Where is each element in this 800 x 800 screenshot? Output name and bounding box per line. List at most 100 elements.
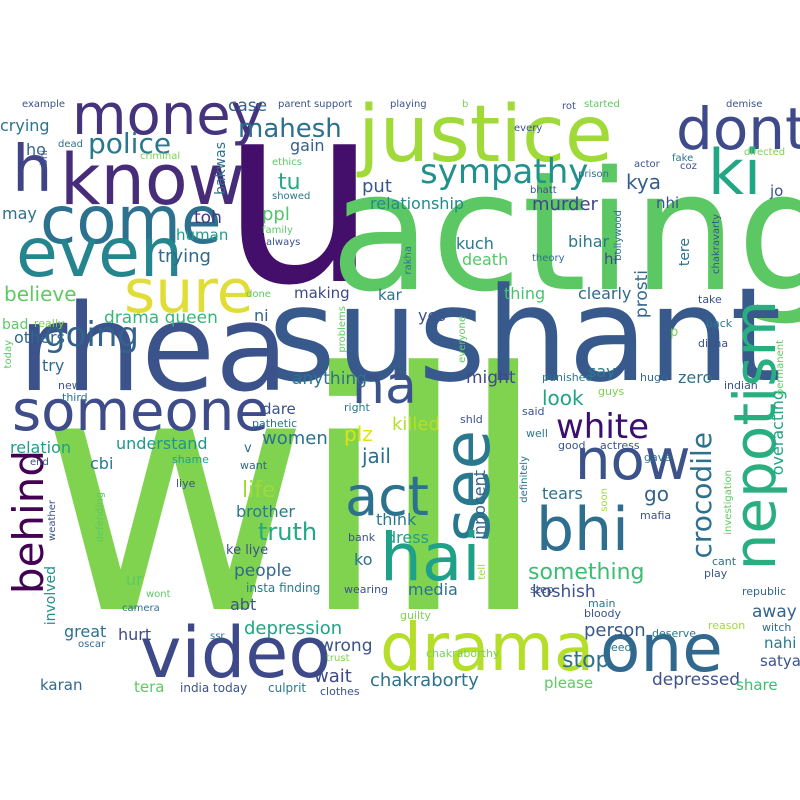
- word-crocodile: crocodile: [685, 432, 718, 559]
- word-everyone: everyone: [457, 316, 468, 363]
- word-person: person: [584, 620, 646, 641]
- word-said: said: [522, 405, 545, 418]
- word-kuch: kuch: [456, 234, 494, 253]
- word-great: great: [64, 622, 107, 641]
- word-chakraborthy: chakraborthy: [426, 647, 500, 660]
- word-relation: relation: [10, 438, 71, 457]
- word-women: women: [262, 428, 328, 449]
- word-take: take: [698, 293, 722, 306]
- word-murder: murder: [532, 194, 598, 215]
- word-tere: tere: [677, 238, 693, 267]
- word-please: please: [544, 674, 594, 692]
- word-plz: plz: [344, 422, 373, 446]
- word-relationship: relationship: [370, 194, 465, 213]
- word-depression: depression: [244, 618, 343, 639]
- word-trust: trust: [326, 653, 350, 664]
- word-v: v: [244, 441, 252, 456]
- word-insta-finding: insta finding: [246, 581, 321, 595]
- word-permanent: permanent: [775, 340, 786, 396]
- word-camera: camera: [122, 603, 160, 614]
- word-oscar: oscar: [78, 639, 106, 650]
- word-act: act: [345, 465, 429, 528]
- word-go: go: [644, 482, 669, 506]
- word-play: play: [704, 567, 728, 580]
- word-playing: playing: [390, 99, 427, 110]
- word-crying: crying: [0, 116, 50, 135]
- word-truth: truth: [258, 518, 318, 546]
- word-killed: killed: [392, 414, 440, 435]
- word-wrong: wrong: [320, 636, 373, 656]
- word-white: white: [556, 407, 650, 447]
- word-karan: karan: [40, 676, 83, 694]
- word-something: something: [528, 560, 645, 585]
- word-deserve: deserve: [652, 627, 697, 640]
- word-even: even: [16, 214, 184, 293]
- word-gain: gain: [290, 136, 325, 155]
- word-bhatt: bhatt: [530, 185, 557, 196]
- word-weather: weather: [47, 500, 58, 541]
- word-sure: sure: [124, 257, 254, 327]
- word-kya: kya: [626, 170, 661, 194]
- word-theory: theory: [532, 253, 565, 264]
- word-indian: indian: [724, 379, 758, 392]
- word-toh: toh: [194, 208, 222, 228]
- word-guys: guys: [598, 385, 625, 398]
- word-pathetic: pathetic: [252, 417, 298, 430]
- word-wont: wont: [146, 589, 171, 600]
- word-satya: satya: [760, 652, 800, 670]
- word-parent-support: parent support: [278, 99, 353, 110]
- word-police: police: [88, 127, 172, 160]
- word-thing: thing: [504, 284, 546, 303]
- word-think: think: [376, 510, 417, 529]
- word-dress: dress: [386, 528, 429, 547]
- word-tera: tera: [134, 678, 165, 696]
- word-done: done: [246, 289, 271, 300]
- word-know: know: [60, 139, 245, 221]
- word-want: want: [240, 459, 268, 472]
- word-bollywood: bollywood: [613, 210, 624, 261]
- word-mafia: mafia: [640, 509, 672, 522]
- word-tu: tu: [278, 170, 301, 195]
- word-demise: demise: [726, 99, 763, 110]
- word-put: put: [362, 176, 392, 197]
- word-nahi: nahi: [764, 634, 797, 652]
- word-trying: trying: [158, 246, 211, 267]
- word-dead: dead: [58, 139, 83, 150]
- word-jail: jail: [362, 444, 391, 468]
- word-fake: fake: [672, 153, 694, 164]
- word-stop: stop: [562, 648, 610, 673]
- word-death: death: [462, 250, 509, 269]
- word-chakraborty: chakraborty: [370, 670, 479, 691]
- word-na: na: [352, 356, 417, 416]
- word-u: u: [220, 49, 379, 340]
- word-depressed: depressed: [652, 670, 741, 690]
- word-acting: acting: [330, 136, 800, 328]
- word-main: main: [588, 597, 616, 610]
- word-will: will: [40, 303, 549, 687]
- word-media: media: [408, 580, 458, 599]
- word-gave: gave: [644, 451, 672, 464]
- word-guilty: guilty: [400, 609, 431, 622]
- word-nhi: nhi: [656, 194, 680, 212]
- word-india-today: india today: [180, 681, 248, 695]
- word-huge: huge: [640, 371, 668, 384]
- word-today: today: [3, 340, 14, 369]
- word-need: need: [604, 641, 632, 654]
- word-right: right: [344, 401, 370, 414]
- word-bhi: bhi: [536, 495, 629, 565]
- word-h: h: [12, 133, 53, 207]
- word-third: third: [62, 391, 88, 404]
- word-bihar: bihar: [568, 232, 610, 251]
- word-case: case: [228, 96, 268, 116]
- word-ssr: ssr: [210, 631, 225, 642]
- word-yes: yes: [418, 306, 446, 325]
- word-definitely: definitely: [519, 456, 530, 503]
- word-believe: believe: [4, 282, 77, 306]
- word-dare: dare: [262, 400, 296, 418]
- word-going: going: [44, 315, 139, 355]
- word-cbi: cbi: [90, 454, 114, 473]
- word-bloody: bloody: [584, 607, 621, 620]
- word-defending: defending: [95, 492, 106, 543]
- word-look: look: [542, 386, 584, 410]
